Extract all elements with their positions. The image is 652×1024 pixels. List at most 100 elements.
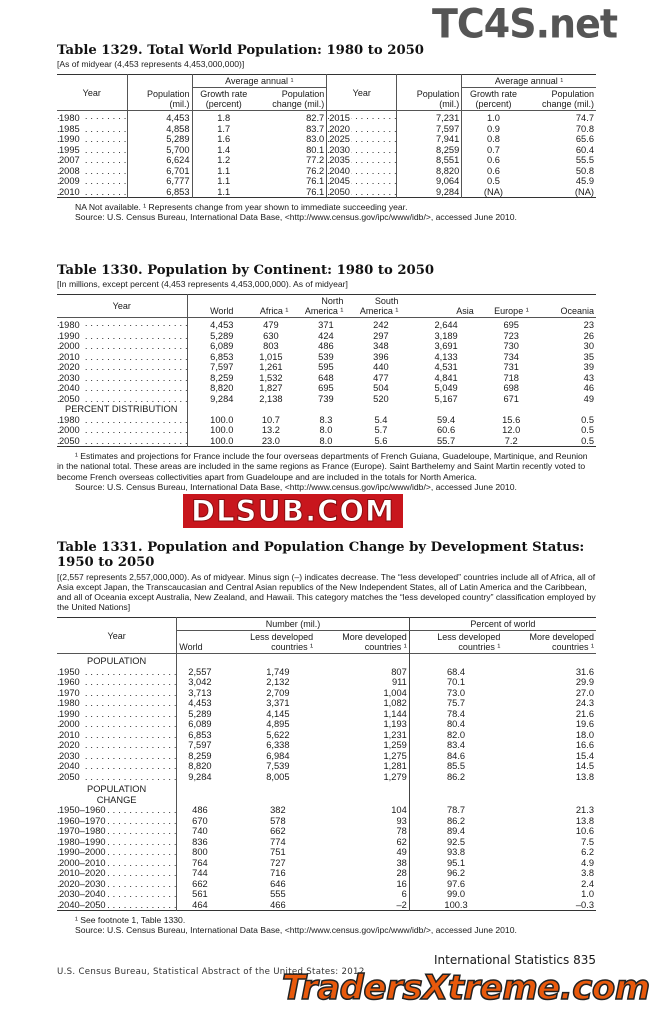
table-row: 2050 100.0 23.0 8.0 5.6 55.7 7.2 0.5 xyxy=(57,435,596,447)
row-label: 1990 xyxy=(57,134,127,145)
row-label: 2040–2050 xyxy=(57,899,177,911)
cell: (NA) xyxy=(574,186,594,197)
source-note: Source: U.S. Census Bureau, Internationa… xyxy=(75,481,517,492)
cell: 1.1 xyxy=(191,186,255,198)
cell: 76.2 xyxy=(306,165,325,176)
cell: 4,145 xyxy=(266,708,290,719)
row-label: 2025 xyxy=(326,134,397,145)
cell: 75.7 xyxy=(408,698,503,709)
year-label: 2009 xyxy=(59,176,81,186)
year-label: 1990–2000 xyxy=(59,847,107,857)
cell: 82.7 xyxy=(306,113,325,123)
table-row: 1990 5,289 630 424 297 3,189 723 26 xyxy=(57,330,596,341)
footer-left: U.S. Census Bureau, Statistical Abstract… xyxy=(57,967,365,977)
cell: 0.7 xyxy=(461,144,525,155)
cell: 14.5 xyxy=(575,761,594,771)
row-label: 2000–2010 xyxy=(57,857,177,869)
cell: 26 xyxy=(583,330,594,341)
cell: 6,089 xyxy=(176,719,223,730)
cell: 23.0 xyxy=(261,435,280,446)
cell: 0.9 xyxy=(461,123,525,134)
cell: 5.6 xyxy=(374,435,388,446)
cell: 6,853 xyxy=(186,351,236,362)
cell: 86.2 xyxy=(408,771,503,782)
year-label: 2040 xyxy=(59,383,81,393)
table-1329: Year Population (mil.) Average annual 1 … xyxy=(57,74,596,198)
cell: 50.8 xyxy=(575,165,594,176)
cell: 30 xyxy=(583,341,594,351)
footnote: ¹ See footnote 1, Table 1330. xyxy=(75,915,186,925)
cell: 695 xyxy=(318,383,334,393)
col-population-2: Population (mil.) xyxy=(396,74,462,111)
cell: 27.0 xyxy=(575,687,594,698)
table-row: 1980 4,453 479 371 242 2,644 695 23 xyxy=(57,317,596,331)
cell: 8,259 xyxy=(176,750,223,761)
year-label: 2020 xyxy=(329,123,351,134)
cell: 7,941 xyxy=(396,134,462,145)
cell: 6,853 xyxy=(176,729,223,740)
year-label: 1980 xyxy=(59,113,81,123)
cell: 723 xyxy=(503,330,519,341)
cell: 62 xyxy=(396,836,407,847)
year-label: 2000 xyxy=(59,719,81,729)
cell: 3,713 xyxy=(176,687,223,698)
cell: 1,275 xyxy=(383,750,407,761)
year-label: 1985 xyxy=(59,123,81,134)
cell: 0.6 xyxy=(461,165,525,176)
cell: 734 xyxy=(503,351,519,362)
cell: 21.3 xyxy=(575,805,594,815)
subhead-row: POPULATION xyxy=(57,653,596,667)
year-label: 1990 xyxy=(59,134,81,144)
row-label: 2020 xyxy=(57,740,177,751)
cell: 3.8 xyxy=(581,868,594,878)
cell: 382 xyxy=(270,805,286,815)
cell: 751 xyxy=(270,847,286,857)
cell: 8,259 xyxy=(186,372,236,383)
cell: 440 xyxy=(373,362,389,372)
cell: 6,338 xyxy=(266,740,290,750)
cell: 1.2 xyxy=(191,155,255,166)
col-number: Number (mil.) xyxy=(176,617,410,631)
cell: 1,259 xyxy=(383,740,407,750)
year-label: 1960–1970 xyxy=(59,815,107,826)
cell xyxy=(176,653,410,667)
cell: 3,691 xyxy=(434,341,458,351)
row-label: 2050 xyxy=(57,771,177,783)
year-label: 1980 xyxy=(59,414,81,425)
cell: 731 xyxy=(503,362,519,372)
cell: 60.4 xyxy=(575,144,594,155)
cell: 38 xyxy=(396,857,407,868)
cell: 504 xyxy=(373,383,389,393)
table-title: Table 1331. Population and Population Ch… xyxy=(57,540,585,570)
footnote: ¹ Estimates and projections for France i… xyxy=(57,451,588,482)
cell: 82.0 xyxy=(408,729,503,740)
row-label: 2040 xyxy=(57,761,177,772)
cell: 5,622 xyxy=(266,729,290,740)
row-label: 1970 xyxy=(57,687,177,699)
table-title: Table 1329. Total World Population: 1980… xyxy=(57,43,424,58)
cell: 93 xyxy=(396,815,407,826)
cell: 0.5 xyxy=(581,425,594,435)
year-label: 2050 xyxy=(59,771,81,782)
cell: 83.4 xyxy=(408,740,503,751)
col-year: Year xyxy=(107,630,126,641)
cell: 0.8 xyxy=(461,134,525,145)
cell: 2,138 xyxy=(259,393,283,404)
table-1331-section: Table 1331. Population and Population Ch… xyxy=(57,540,596,936)
table-1331: Year Number (mil.) Percent of world Worl… xyxy=(57,617,596,911)
col-change-2: Population change (mil.) xyxy=(541,89,594,109)
cell: 670 xyxy=(176,815,223,826)
cell: 96.2 xyxy=(408,868,503,879)
cell: 2,557 xyxy=(176,666,223,677)
cell: 1,231 xyxy=(383,729,407,740)
cell: 5.7 xyxy=(374,425,388,435)
cell: 97.6 xyxy=(408,878,503,889)
col-average-annual-2: Average annual 1 xyxy=(461,74,596,88)
row-label: 2010 xyxy=(57,186,127,198)
